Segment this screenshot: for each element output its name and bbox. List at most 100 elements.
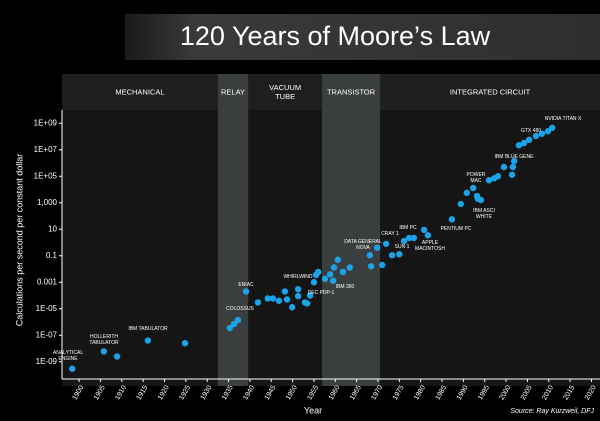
x-tick-label: 2015	[563, 384, 577, 401]
x-tick-label: 1915	[136, 384, 150, 401]
chart-title: 120 Years of Moore’s Law	[180, 21, 491, 51]
x-tick-label: 1980	[413, 384, 427, 401]
x-tick-label: 2000	[499, 384, 513, 401]
annotation: IBM TABULATOR	[128, 326, 168, 332]
x-axis-label: Year	[304, 405, 322, 415]
y-tick-label: 1E+07	[34, 145, 58, 154]
annotation: APPLE MACINTOSH	[415, 240, 445, 252]
point	[544, 128, 552, 135]
point	[548, 124, 556, 132]
x-tick-label: 1905	[93, 384, 107, 401]
x-tick-label: 1965	[349, 384, 363, 401]
point	[314, 268, 322, 276]
point	[264, 295, 272, 302]
point	[382, 240, 390, 247]
point	[477, 196, 485, 204]
point	[457, 200, 465, 208]
point	[538, 130, 546, 137]
era-label: MECHANICAL	[115, 87, 165, 97]
x-tick-label: 1960	[328, 384, 342, 401]
point	[485, 177, 493, 184]
annotation: NVIDIA TITAN X	[544, 116, 582, 122]
point	[515, 142, 523, 149]
x-tick-label: 1975	[392, 384, 406, 401]
x-tick-label: 2005	[520, 384, 534, 401]
y-tick-label: 0.001	[37, 277, 58, 286]
y-tick-label: 1E+09	[34, 118, 58, 127]
y-tick-label: 1E-05	[36, 304, 58, 313]
point	[288, 304, 296, 311]
x-tick-label: 1945	[264, 384, 278, 401]
x-tick-label: 1985	[434, 384, 448, 401]
point	[69, 365, 76, 372]
era-label: RELAY	[220, 87, 246, 97]
point	[326, 271, 334, 278]
x-tick-label: 1995	[477, 384, 491, 401]
point	[234, 316, 242, 324]
y-tick-label: 0.1	[46, 251, 58, 260]
era-label: VACUUM TUBE	[269, 83, 302, 101]
annotation: DATA GENERAL NOVA	[344, 239, 382, 251]
point	[494, 173, 502, 180]
point	[396, 251, 403, 258]
era-label: TRANSISTOR	[326, 87, 376, 97]
annotation: DEC PDP-1	[307, 290, 335, 296]
annotation: WHIRLWIND	[283, 274, 313, 280]
era-band	[217, 74, 249, 386]
point	[520, 139, 528, 147]
point	[283, 296, 291, 303]
title-band	[125, 14, 600, 60]
era-band	[322, 74, 381, 386]
annotation: ENIAC	[238, 282, 254, 288]
point	[226, 324, 234, 332]
point	[230, 320, 238, 328]
annotation: SUN 1	[394, 244, 410, 250]
point	[269, 295, 277, 302]
y-tick-label: 10	[48, 224, 57, 233]
y-tick-label: 1,000	[37, 198, 58, 207]
x-tick-label: 1930	[200, 384, 214, 401]
annotation: HOLLERITH TABULATOR	[89, 334, 119, 346]
annotation: IBM ASCI WHITE	[473, 208, 495, 220]
annotation: GTX 480	[520, 128, 542, 134]
x-tick-label: 1970	[370, 384, 384, 401]
point	[321, 275, 329, 283]
point	[339, 268, 347, 276]
era-label: INTEGRATED CIRCUIT	[449, 87, 531, 97]
point	[448, 216, 456, 223]
point	[294, 292, 302, 300]
point	[400, 237, 408, 245]
point	[334, 256, 342, 263]
point	[366, 252, 374, 259]
point	[144, 337, 152, 344]
point	[329, 277, 337, 284]
point	[379, 261, 386, 269]
y-tick-label: 1E+05	[34, 171, 58, 180]
annotation: IBM PC	[399, 225, 417, 231]
point	[509, 163, 517, 171]
x-tick-label: 1910	[114, 384, 128, 401]
point	[306, 292, 314, 299]
point	[388, 252, 396, 259]
y-tick-label: 1E-07	[36, 330, 58, 339]
x-tick-label: 1955	[306, 384, 320, 401]
point	[367, 263, 375, 270]
point	[424, 232, 432, 239]
point	[100, 348, 108, 355]
point	[281, 288, 289, 295]
x-tick-label: 1925	[178, 384, 192, 401]
point	[420, 226, 428, 234]
annotation: PENTIUM PC	[440, 226, 472, 232]
x-tick-label: 1935	[221, 384, 235, 401]
x-tick-label: 1900	[72, 384, 86, 401]
annotation: IBM BLUE GENE	[494, 154, 534, 160]
point	[405, 234, 413, 242]
point	[373, 244, 381, 251]
annotation: CRAY 1	[381, 231, 399, 237]
point	[310, 279, 318, 286]
point	[275, 297, 283, 304]
y-axis-label: Calculations per second per constant dol…	[14, 154, 24, 327]
point	[510, 157, 518, 165]
